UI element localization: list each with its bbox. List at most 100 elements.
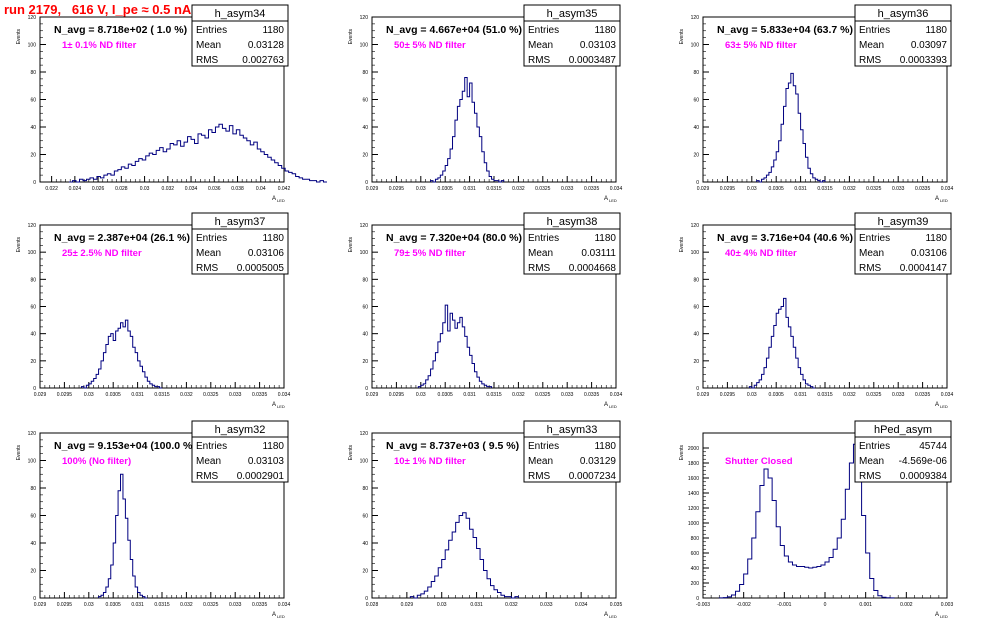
filter-label: 1± 0.1% ND filter (62, 40, 137, 51)
x-tick-label: 0.0315 (486, 392, 502, 398)
y-axis-label: Events (16, 29, 22, 45)
y-tick-label: 1000 (688, 521, 699, 527)
stats-key: Entries (528, 25, 559, 36)
stats-value: 45744 (919, 441, 947, 452)
x-tick-label: 0.03 (747, 186, 757, 192)
navg-label: N_avg = 8.737e+03 ( 9.5 %) (386, 440, 519, 452)
stats-value: 0.03106 (248, 248, 285, 259)
x-tick-label: 0.003 (941, 602, 954, 608)
y-tick-label: 20 (30, 569, 36, 575)
y-tick-label: 100 (28, 459, 37, 465)
y-tick-label: 40 (693, 125, 699, 131)
y-tick-label: 100 (691, 250, 700, 256)
histogram-name: h_asym34 (215, 8, 266, 20)
y-tick-label: 100 (28, 250, 37, 256)
histogram-name: h_asym39 (878, 216, 929, 228)
x-tick-label: 0.033 (229, 392, 242, 398)
stats-box: h_asym38 Entries 1180 Mean 0.03111 RMS 0.00046… (523, 212, 621, 275)
x-tick-label: 0.036 (208, 186, 221, 192)
x-tick-label: 0.0335 (252, 392, 268, 398)
stats-value: 1180 (925, 233, 947, 244)
x-tick-label: 0.034 (610, 186, 623, 192)
stats-key: RMS (196, 471, 219, 482)
y-tick-label: 80 (362, 70, 368, 76)
y-axis-label: Events (16, 237, 22, 253)
x-tick-label: 0.0295 (389, 392, 405, 398)
stats-key: Mean (196, 248, 221, 259)
panel-h_asym37: 0 20 40 60 80 100 120 Events 0.029 0.0295 0.03 0.03… (16, 212, 290, 409)
x-tick-label: 0.031 (463, 186, 476, 192)
stats-value: 0.03103 (580, 40, 617, 51)
x-axis-subscript: LED (609, 614, 617, 619)
x-axis-subscript: LED (277, 198, 285, 203)
x-axis-label: A (604, 402, 608, 408)
stats-value: 0.0002901 (237, 471, 285, 482)
histogram-line (430, 77, 505, 183)
x-tick-label: 0.0335 (915, 392, 931, 398)
x-tick-label: 0.033 (229, 602, 242, 608)
y-tick-label: 120 (360, 223, 369, 229)
y-axis-label: Events (348, 237, 354, 253)
histogram-name: h_asym37 (215, 216, 266, 228)
x-tick-label: 0.031 (470, 602, 483, 608)
x-tick-label: 0.032 (843, 186, 856, 192)
y-tick-label: 80 (362, 277, 368, 283)
stats-box-frame (854, 4, 952, 67)
x-tick-label: 0.0325 (866, 392, 882, 398)
x-axis-label: A (935, 196, 939, 202)
x-tick-label: 0.034 (941, 186, 954, 192)
x-axis-subscript: LED (940, 198, 948, 203)
stats-box-frame (854, 420, 952, 483)
stats-value: 0.0003393 (900, 55, 948, 66)
y-tick-label: 1400 (688, 491, 699, 497)
stats-value: 0.0004668 (569, 263, 617, 274)
stats-value: 1180 (262, 233, 284, 244)
panel-hPed_asym: 0 200 400 600 800 1000 1200 1400 1600 1800 2000Eve… (679, 420, 954, 619)
x-axis-label: A (272, 612, 276, 618)
y-tick-label: 40 (30, 541, 36, 547)
x-axis-subscript: LED (609, 404, 617, 409)
histogram-line (756, 72, 826, 183)
y-tick-label: 200 (691, 581, 700, 587)
panel-h_asym34: 0 20 40 60 80 100 120 Events 0.022 0.024 0.026 0.02… (16, 4, 327, 203)
filter-label: 63± 5% ND filter (725, 40, 797, 51)
stats-value: 0.03111 (581, 248, 616, 259)
x-tick-label: 0.033 (892, 186, 905, 192)
x-tick-label: 0.029 (697, 186, 710, 192)
y-tick-label: 0 (365, 180, 368, 186)
y-tick-label: 40 (362, 332, 368, 338)
histogram-name: h_asym36 (878, 8, 929, 20)
stats-value: 0.0007234 (569, 471, 617, 482)
navg-label: N_avg = 3.716e+04 (40.6 %) (717, 232, 853, 244)
y-tick-label: 80 (30, 70, 36, 76)
panel-h_asym32: 0 20 40 60 80 100 120 Events 0.029 0.0295 0.03 0.03… (16, 420, 290, 619)
x-tick-label: 0.029 (34, 392, 47, 398)
stats-key: RMS (528, 55, 551, 66)
stats-key: Entries (196, 233, 227, 244)
y-tick-label: 1800 (688, 461, 699, 467)
stats-box: h_asym37 Entries 1180 Mean 0.03106 RMS 0.00050… (191, 212, 289, 275)
x-tick-label: 0.002 (900, 602, 913, 608)
x-axis-label: A (604, 612, 608, 618)
y-tick-label: 60 (30, 98, 36, 104)
y-axis-label: Events (16, 445, 22, 461)
x-tick-label: 0.0335 (584, 186, 600, 192)
navg-label: N_avg = 7.320e+04 (80.0 %) (386, 232, 522, 244)
y-tick-label: 20 (693, 153, 699, 159)
x-tick-label: 0.0335 (915, 186, 931, 192)
y-tick-label: 2000 (688, 446, 699, 452)
x-axis-label: A (272, 402, 276, 408)
x-tick-label: 0.042 (278, 186, 291, 192)
y-tick-label: 80 (30, 486, 36, 492)
y-tick-label: 80 (693, 70, 699, 76)
stats-key: RMS (859, 55, 882, 66)
panel-h_asym38: 0 20 40 60 80 100 120 Events 0.029 0.0295 0.03 0.03… (348, 212, 622, 409)
x-tick-label: 0.0295 (57, 392, 73, 398)
stats-key: RMS (196, 263, 219, 274)
x-tick-label: 0.029 (366, 186, 379, 192)
stats-box-frame (523, 4, 621, 67)
navg-label: N_avg = 8.718e+02 ( 1.0 %) (54, 24, 187, 36)
stats-value: 1180 (594, 25, 616, 36)
x-tick-label: 0.0325 (203, 392, 219, 398)
y-tick-label: 0 (696, 386, 699, 392)
